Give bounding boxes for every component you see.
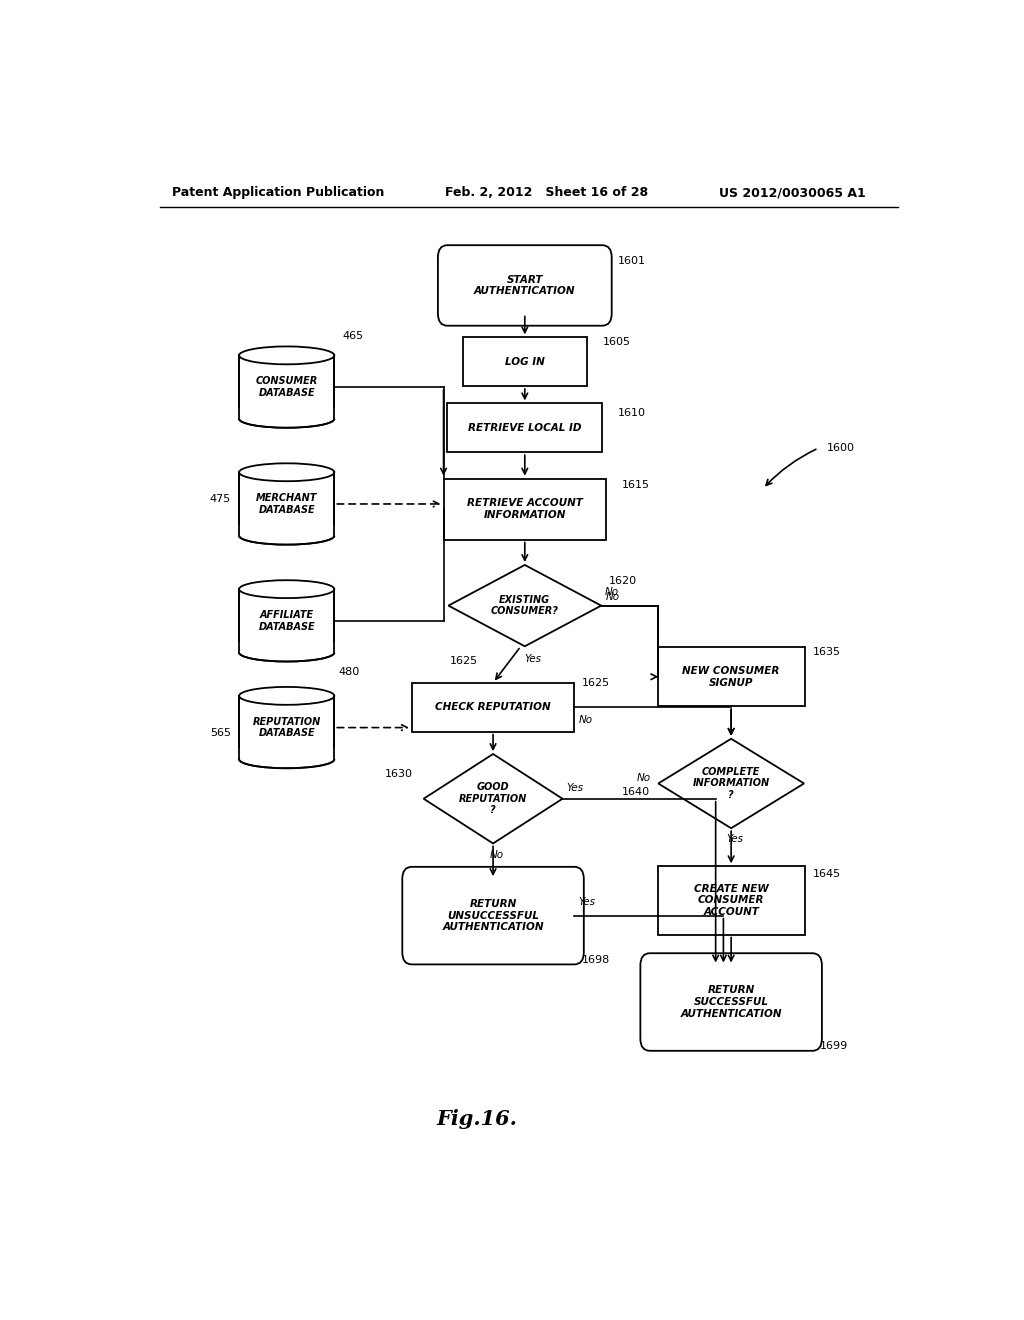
Ellipse shape (240, 463, 334, 482)
Text: 1630: 1630 (385, 770, 413, 779)
Text: Yes: Yes (727, 834, 743, 845)
Ellipse shape (240, 527, 334, 545)
Text: No: No (637, 774, 651, 783)
Text: 1625: 1625 (583, 678, 610, 688)
Bar (412, 682, 574, 731)
Ellipse shape (240, 686, 334, 705)
Text: 1620: 1620 (609, 577, 637, 586)
Text: RETURN
SUCCESSFUL
AUTHENTICATION: RETURN SUCCESSFUL AUTHENTICATION (680, 986, 782, 1019)
Text: RETRIEVE LOCAL ID: RETRIEVE LOCAL ID (468, 422, 582, 433)
Text: GOOD
REPUTATION
?: GOOD REPUTATION ? (459, 783, 527, 816)
Text: CONSUMER
DATABASE: CONSUMER DATABASE (256, 376, 317, 397)
Ellipse shape (240, 750, 334, 768)
Text: No: No (579, 715, 593, 726)
Text: No: No (605, 593, 620, 602)
Text: NEW CONSUMER
SIGNUP: NEW CONSUMER SIGNUP (682, 667, 780, 688)
Text: 1610: 1610 (618, 408, 646, 418)
Text: REPUTATION
DATABASE: REPUTATION DATABASE (253, 717, 321, 738)
Text: 475: 475 (210, 494, 231, 504)
Ellipse shape (240, 346, 334, 364)
Polygon shape (658, 739, 804, 828)
Text: 1605: 1605 (602, 337, 631, 347)
Text: Feb. 2, 2012   Sheet 16 of 28: Feb. 2, 2012 Sheet 16 of 28 (445, 186, 648, 199)
Text: RETURN
UNSUCCESSFUL
AUTHENTICATION: RETURN UNSUCCESSFUL AUTHENTICATION (442, 899, 544, 932)
Text: No: No (605, 587, 620, 598)
Text: No: No (489, 850, 504, 859)
Text: 1601: 1601 (618, 256, 646, 267)
Text: 1698: 1698 (583, 954, 610, 965)
Text: Yes: Yes (524, 655, 542, 664)
Text: 1600: 1600 (826, 444, 854, 453)
Bar (463, 338, 587, 385)
Text: 1640: 1640 (623, 787, 650, 796)
Text: 1635: 1635 (813, 647, 841, 657)
Ellipse shape (240, 644, 334, 661)
Bar (657, 866, 805, 935)
Ellipse shape (240, 409, 334, 428)
Bar (240, 696, 334, 759)
Text: START
AUTHENTICATION: START AUTHENTICATION (474, 275, 575, 296)
FancyBboxPatch shape (640, 953, 822, 1051)
Text: 465: 465 (342, 331, 364, 342)
Bar (657, 648, 805, 706)
FancyBboxPatch shape (402, 867, 584, 965)
Bar (443, 479, 606, 540)
Text: 1699: 1699 (820, 1041, 849, 1051)
Ellipse shape (240, 581, 334, 598)
Text: CHECK REPUTATION: CHECK REPUTATION (435, 702, 551, 713)
Bar (240, 355, 334, 418)
Text: Yes: Yes (579, 898, 595, 907)
Text: 1645: 1645 (813, 869, 841, 879)
Text: Yes: Yes (566, 783, 584, 792)
Bar (238, 642, 336, 652)
Text: Fig.16.: Fig.16. (437, 1109, 517, 1129)
Text: EXISTING
CONSUMER?: EXISTING CONSUMER? (490, 595, 559, 616)
Bar (238, 748, 336, 759)
Bar (240, 473, 334, 536)
Bar (447, 404, 602, 453)
Bar (238, 525, 336, 536)
Text: US 2012/0030065 A1: US 2012/0030065 A1 (719, 186, 866, 199)
Text: MERCHANT
DATABASE: MERCHANT DATABASE (256, 494, 317, 515)
Polygon shape (424, 754, 562, 843)
Text: 1615: 1615 (622, 479, 650, 490)
Text: COMPLETE
INFORMATION
?: COMPLETE INFORMATION ? (692, 767, 770, 800)
Text: CREATE NEW
CONSUMER
ACCOUNT: CREATE NEW CONSUMER ACCOUNT (693, 884, 769, 917)
Bar (240, 589, 334, 652)
FancyBboxPatch shape (438, 246, 611, 326)
Text: AFFILIATE
DATABASE: AFFILIATE DATABASE (258, 610, 315, 632)
Text: RETRIEVE ACCOUNT
INFORMATION: RETRIEVE ACCOUNT INFORMATION (467, 498, 583, 520)
Text: LOG IN: LOG IN (505, 356, 545, 367)
Polygon shape (449, 565, 601, 647)
Text: 565: 565 (210, 727, 231, 738)
Text: 1625: 1625 (450, 656, 477, 667)
Text: 480: 480 (338, 667, 359, 677)
Bar (238, 408, 336, 418)
Text: Patent Application Publication: Patent Application Publication (172, 186, 384, 199)
